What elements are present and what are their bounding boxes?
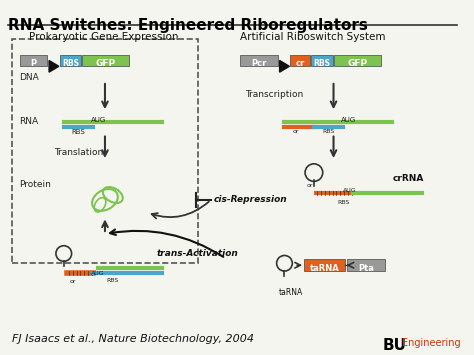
- Text: RBS: RBS: [322, 129, 335, 134]
- Text: or: or: [69, 279, 76, 284]
- Text: RNA: RNA: [19, 117, 39, 126]
- FancyBboxPatch shape: [82, 55, 129, 66]
- Text: RNA Switches: Engineered Riboregulators: RNA Switches: Engineered Riboregulators: [8, 17, 368, 33]
- Text: or: or: [293, 129, 300, 134]
- FancyBboxPatch shape: [304, 260, 345, 271]
- Polygon shape: [280, 60, 290, 72]
- Text: Pta: Pta: [358, 264, 374, 273]
- Text: P: P: [30, 60, 36, 69]
- Text: Transcription: Transcription: [245, 90, 303, 99]
- Text: DNA: DNA: [19, 73, 39, 82]
- Text: Protein: Protein: [19, 180, 52, 190]
- Text: taRNA: taRNA: [310, 264, 339, 273]
- FancyBboxPatch shape: [240, 55, 278, 66]
- FancyBboxPatch shape: [291, 55, 310, 66]
- FancyBboxPatch shape: [60, 55, 82, 66]
- Text: AUG: AUG: [341, 117, 356, 123]
- Text: Engineering: Engineering: [402, 338, 461, 348]
- Text: cis-Repression: cis-Repression: [214, 195, 287, 204]
- FancyBboxPatch shape: [334, 55, 381, 66]
- Text: AUG: AUG: [91, 117, 106, 123]
- Text: FJ Isaacs et al., Nature Biotechnology, 2004: FJ Isaacs et al., Nature Biotechnology, …: [12, 334, 254, 344]
- Text: AUG: AUG: [343, 188, 357, 193]
- Text: cr: cr: [296, 60, 305, 69]
- Text: AUG: AUG: [91, 271, 105, 276]
- Text: RBS: RBS: [72, 129, 85, 135]
- Text: GFP: GFP: [347, 60, 367, 69]
- FancyBboxPatch shape: [19, 55, 47, 66]
- Text: RBS: RBS: [313, 60, 330, 69]
- Text: RBS: RBS: [337, 200, 349, 205]
- Text: RBS: RBS: [107, 278, 119, 283]
- Text: RBS: RBS: [62, 60, 79, 69]
- Text: GFP: GFP: [96, 60, 116, 69]
- Text: taRNA: taRNA: [279, 288, 303, 297]
- Text: Prokaryotic Gene Expression: Prokaryotic Gene Expression: [29, 32, 179, 42]
- Text: crRNA: crRNA: [392, 174, 424, 182]
- Text: or: or: [307, 183, 313, 188]
- Text: Translation: Translation: [54, 148, 103, 157]
- Text: BU: BU: [383, 338, 407, 353]
- Text: Artificial Riboswitch System: Artificial Riboswitch System: [240, 32, 386, 42]
- FancyBboxPatch shape: [311, 55, 333, 66]
- Polygon shape: [49, 60, 59, 72]
- Text: Pcr: Pcr: [251, 60, 267, 69]
- Text: trans-Activation: trans-Activation: [157, 248, 239, 258]
- FancyBboxPatch shape: [347, 260, 384, 271]
